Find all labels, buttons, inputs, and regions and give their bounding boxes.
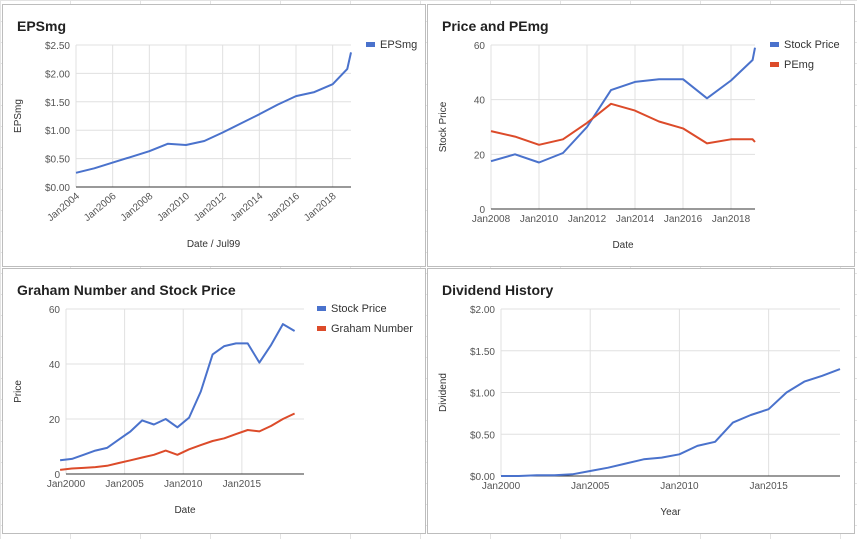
x-tick-label: Jan2010: [660, 481, 699, 492]
y-tick-label: 40: [49, 360, 61, 371]
y-axis-label: Stock Price: [438, 101, 449, 152]
series-line-dividend: [501, 368, 841, 477]
x-axis-label: Date: [612, 240, 634, 251]
chart-panel-graham-number[interactable]: Graham Number and Stock Price 0 20 40 60 Jan…: [2, 268, 426, 534]
y-tick-label: 0: [479, 205, 485, 216]
y-tick-label: $1.00: [470, 389, 495, 400]
chart-svg: 0 20 40 60 Jan2000 Jan2005 Jan2010 Jan2015 Date P…: [13, 303, 413, 516]
x-tick-label: Jan2014: [616, 214, 655, 225]
y-tick-label: $0.50: [45, 155, 70, 166]
x-tick-label: Jan2005: [105, 479, 144, 490]
legend-swatch: [770, 42, 779, 47]
chart-title: EPSmg: [17, 18, 67, 34]
y-tick-label: 40: [474, 96, 486, 107]
y-tick-label: 60: [474, 41, 486, 52]
y-tick-label: $2.00: [45, 69, 70, 80]
chart-panel-price-and-pemg[interactable]: Price and PEmg 0 20 40 60 Jan2008 Jan2010 Jan2…: [427, 4, 855, 267]
legend-label: Graham Number: [331, 323, 413, 335]
chart-panel-dividend-history[interactable]: Dividend History $0.00 $0.50 $1.00 $1.50 $2.…: [427, 268, 855, 534]
y-tick-label: $1.00: [45, 126, 70, 137]
legend-label: EPSmg: [380, 39, 417, 51]
x-tick-label: Jan2000: [47, 479, 86, 490]
x-tick-label: Jan2005: [571, 481, 610, 492]
y-tick-label: $2.50: [45, 41, 70, 52]
legend-label: PEmg: [784, 59, 814, 71]
x-tick-label: Jan2015: [749, 481, 788, 492]
x-tick-label: Jan2016: [265, 191, 302, 224]
y-tick-label: $1.50: [45, 98, 70, 109]
y-tick-label: $1.50: [470, 347, 495, 358]
chart-panel-epsmg[interactable]: EPSmg $0.00 $0.50 $1.00 $1.50 $2.00 $2.50 Jan2…: [2, 4, 426, 267]
x-tick-label: Jan2010: [155, 191, 192, 224]
y-tick-label: $2.00: [470, 305, 495, 316]
chart-title: Graham Number and Stock Price: [17, 282, 236, 298]
series-line-epsmg: [75, 52, 352, 174]
series-line-pemg: [490, 102, 756, 146]
x-axis-label: Year: [660, 507, 681, 518]
y-axis-label: Price: [13, 380, 24, 403]
x-tick-label: Jan2010: [164, 479, 203, 490]
x-tick-label: Jan2012: [568, 214, 607, 225]
series-line-graham-number: [59, 412, 296, 471]
y-tick-label: $0.00: [45, 183, 70, 194]
x-tick-label: Jan2014: [229, 191, 266, 224]
chart-title: Price and PEmg: [442, 18, 549, 34]
y-tick-label: $0.00: [470, 472, 495, 483]
x-tick-label: Jan2015: [223, 479, 262, 490]
legend-swatch: [317, 306, 326, 311]
legend-swatch: [770, 62, 779, 67]
x-tick-label: Jan2006: [82, 191, 119, 224]
x-tick-label: Jan2018: [302, 191, 339, 224]
y-tick-label: 20: [49, 415, 61, 426]
chart-svg: 0 20 40 60 Jan2008 Jan2010 Jan2012 Jan2014 Jan20…: [438, 39, 840, 251]
x-tick-label: Jan2012: [192, 191, 229, 224]
x-tick-label: Jan2004: [45, 191, 82, 224]
y-tick-label: $0.50: [470, 430, 495, 441]
legend-swatch: [317, 326, 326, 331]
legend-swatch: [366, 42, 375, 47]
x-tick-label: Jan2000: [482, 481, 521, 492]
series-line-stock-price: [59, 323, 296, 462]
legend-label: Stock Price: [784, 39, 840, 51]
chart-title: Dividend History: [442, 282, 554, 298]
y-tick-label: 60: [49, 305, 61, 316]
x-tick-label: Jan2008: [119, 191, 156, 224]
legend-label: Stock Price: [331, 303, 387, 315]
y-axis-label: EPSmg: [13, 99, 24, 133]
y-axis-label: Dividend: [438, 373, 449, 412]
x-axis-label: Date: [174, 505, 196, 516]
x-tick-label: Jan2018: [712, 214, 751, 225]
chart-svg: $0.00 $0.50 $1.00 $1.50 $2.00 Jan2000 Jan2005 J…: [438, 305, 841, 518]
series-line-stock-price: [490, 47, 756, 164]
x-tick-label: Jan2016: [664, 214, 703, 225]
x-axis-label: Date / Jul99: [187, 239, 241, 250]
y-tick-label: 0: [54, 470, 60, 481]
x-tick-label: Jan2008: [472, 214, 511, 225]
x-tick-label: Jan2010: [520, 214, 559, 225]
y-tick-label: 20: [474, 150, 486, 161]
